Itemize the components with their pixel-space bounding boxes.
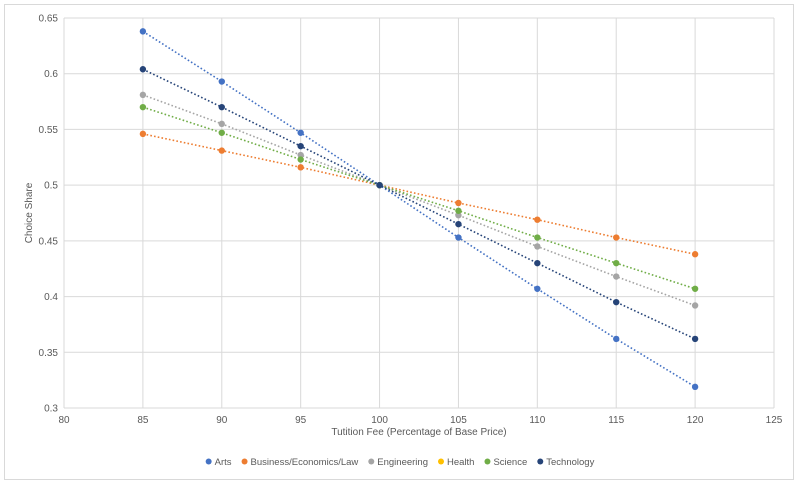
series-engineering bbox=[139, 91, 699, 309]
y-tick-label: 0.6 bbox=[44, 69, 58, 80]
data-point bbox=[139, 66, 147, 73]
legend-item: Science bbox=[484, 457, 527, 468]
data-point bbox=[534, 243, 541, 250]
trendline bbox=[142, 133, 696, 256]
legend-label: Business/Economics/Law bbox=[251, 457, 359, 468]
data-point bbox=[613, 259, 620, 267]
data-point bbox=[297, 151, 304, 159]
legend-item: Arts bbox=[205, 457, 232, 468]
data-point bbox=[613, 273, 620, 280]
data-point bbox=[534, 259, 541, 267]
data-point bbox=[297, 129, 304, 136]
legend-label: Science bbox=[493, 457, 527, 468]
y-tick-label: 0.5 bbox=[44, 181, 58, 192]
legend-marker bbox=[368, 458, 375, 465]
data-point bbox=[218, 120, 225, 128]
x-axis-title: Tutition Fee (Percentage of Base Price) bbox=[331, 427, 506, 438]
series-business-economics-law bbox=[139, 130, 699, 258]
x-tick-label: 120 bbox=[687, 415, 704, 426]
y-tick-label: 0.45 bbox=[39, 236, 59, 247]
data-point bbox=[455, 212, 462, 219]
series bbox=[139, 28, 699, 391]
data-point bbox=[691, 383, 699, 391]
x-tick-label: 115 bbox=[608, 415, 624, 426]
data-point bbox=[613, 298, 620, 306]
x-tick-label: 110 bbox=[529, 415, 545, 426]
legend-marker bbox=[484, 458, 491, 465]
series-technology bbox=[139, 66, 699, 343]
data-point bbox=[455, 234, 462, 241]
series-arts bbox=[139, 28, 699, 391]
x-tick-label: 90 bbox=[216, 415, 228, 426]
data-point bbox=[534, 234, 541, 241]
x-tick-label: 95 bbox=[295, 415, 307, 426]
data-point bbox=[613, 234, 620, 241]
legend-marker bbox=[241, 458, 248, 465]
data-point bbox=[691, 285, 699, 292]
trendline bbox=[142, 68, 696, 340]
data-point bbox=[376, 181, 383, 189]
y-tick-label: 0.55 bbox=[39, 125, 59, 136]
trendline bbox=[142, 106, 696, 290]
x-tick-label: 85 bbox=[137, 415, 149, 426]
data-point bbox=[139, 130, 147, 138]
data-point bbox=[218, 103, 225, 111]
data-point bbox=[297, 156, 304, 163]
legend-marker bbox=[437, 458, 444, 465]
x-tick-label: 100 bbox=[371, 415, 388, 426]
chart-frame: 0.3 0.35 0.4 0.45 0.5 0.55 0.6 0.65 80 85 90 95 100 1… bbox=[4, 4, 794, 480]
chart-svg: 0.3 0.35 0.4 0.45 0.5 0.55 0.6 0.65 80 85 90 95 100 1… bbox=[24, 14, 783, 469]
data-point bbox=[534, 216, 541, 223]
legend-item: Technology bbox=[537, 457, 595, 468]
data-point bbox=[455, 220, 462, 228]
legend: Arts Business/Economics/Law Engineering Hea… bbox=[205, 457, 595, 468]
x-tick-label: 125 bbox=[766, 415, 783, 426]
x-tick-label: 105 bbox=[450, 415, 467, 426]
data-point bbox=[218, 129, 225, 136]
data-point bbox=[297, 164, 304, 171]
data-point bbox=[218, 147, 225, 154]
axes: 0.3 0.35 0.4 0.45 0.5 0.55 0.6 0.65 80 85 90 95 100 1… bbox=[39, 14, 783, 427]
data-point bbox=[218, 78, 225, 85]
data-point bbox=[455, 199, 462, 207]
grid bbox=[63, 17, 775, 409]
legend-label: Arts bbox=[215, 457, 232, 468]
series-science bbox=[139, 103, 699, 292]
data-point bbox=[139, 103, 147, 111]
data-point bbox=[691, 302, 699, 309]
legend-label: Engineering bbox=[377, 457, 428, 468]
data-point bbox=[613, 335, 620, 343]
data-point bbox=[297, 142, 304, 150]
data-point bbox=[691, 251, 699, 258]
data-point bbox=[691, 335, 699, 343]
legend-marker bbox=[205, 458, 212, 465]
trendline bbox=[142, 30, 696, 388]
legend-item: Health bbox=[437, 457, 474, 468]
y-tick-label: 0.3 bbox=[44, 404, 58, 415]
data-point bbox=[534, 285, 541, 292]
legend-item: Engineering bbox=[368, 457, 428, 468]
legend-label: Health bbox=[447, 457, 474, 468]
data-point bbox=[139, 91, 147, 99]
legend-item: Business/Economics/Law bbox=[241, 457, 359, 468]
y-axis-title: Choice Share bbox=[24, 182, 35, 243]
y-tick-label: 0.35 bbox=[39, 348, 59, 359]
legend-label: Technology bbox=[546, 457, 594, 468]
legend-marker bbox=[537, 458, 544, 465]
data-point bbox=[455, 207, 462, 214]
x-tick-label: 80 bbox=[58, 415, 70, 426]
data-point bbox=[139, 28, 147, 35]
trendline bbox=[142, 94, 696, 307]
y-tick-label: 0.65 bbox=[39, 14, 59, 25]
y-tick-label: 0.4 bbox=[44, 292, 58, 303]
